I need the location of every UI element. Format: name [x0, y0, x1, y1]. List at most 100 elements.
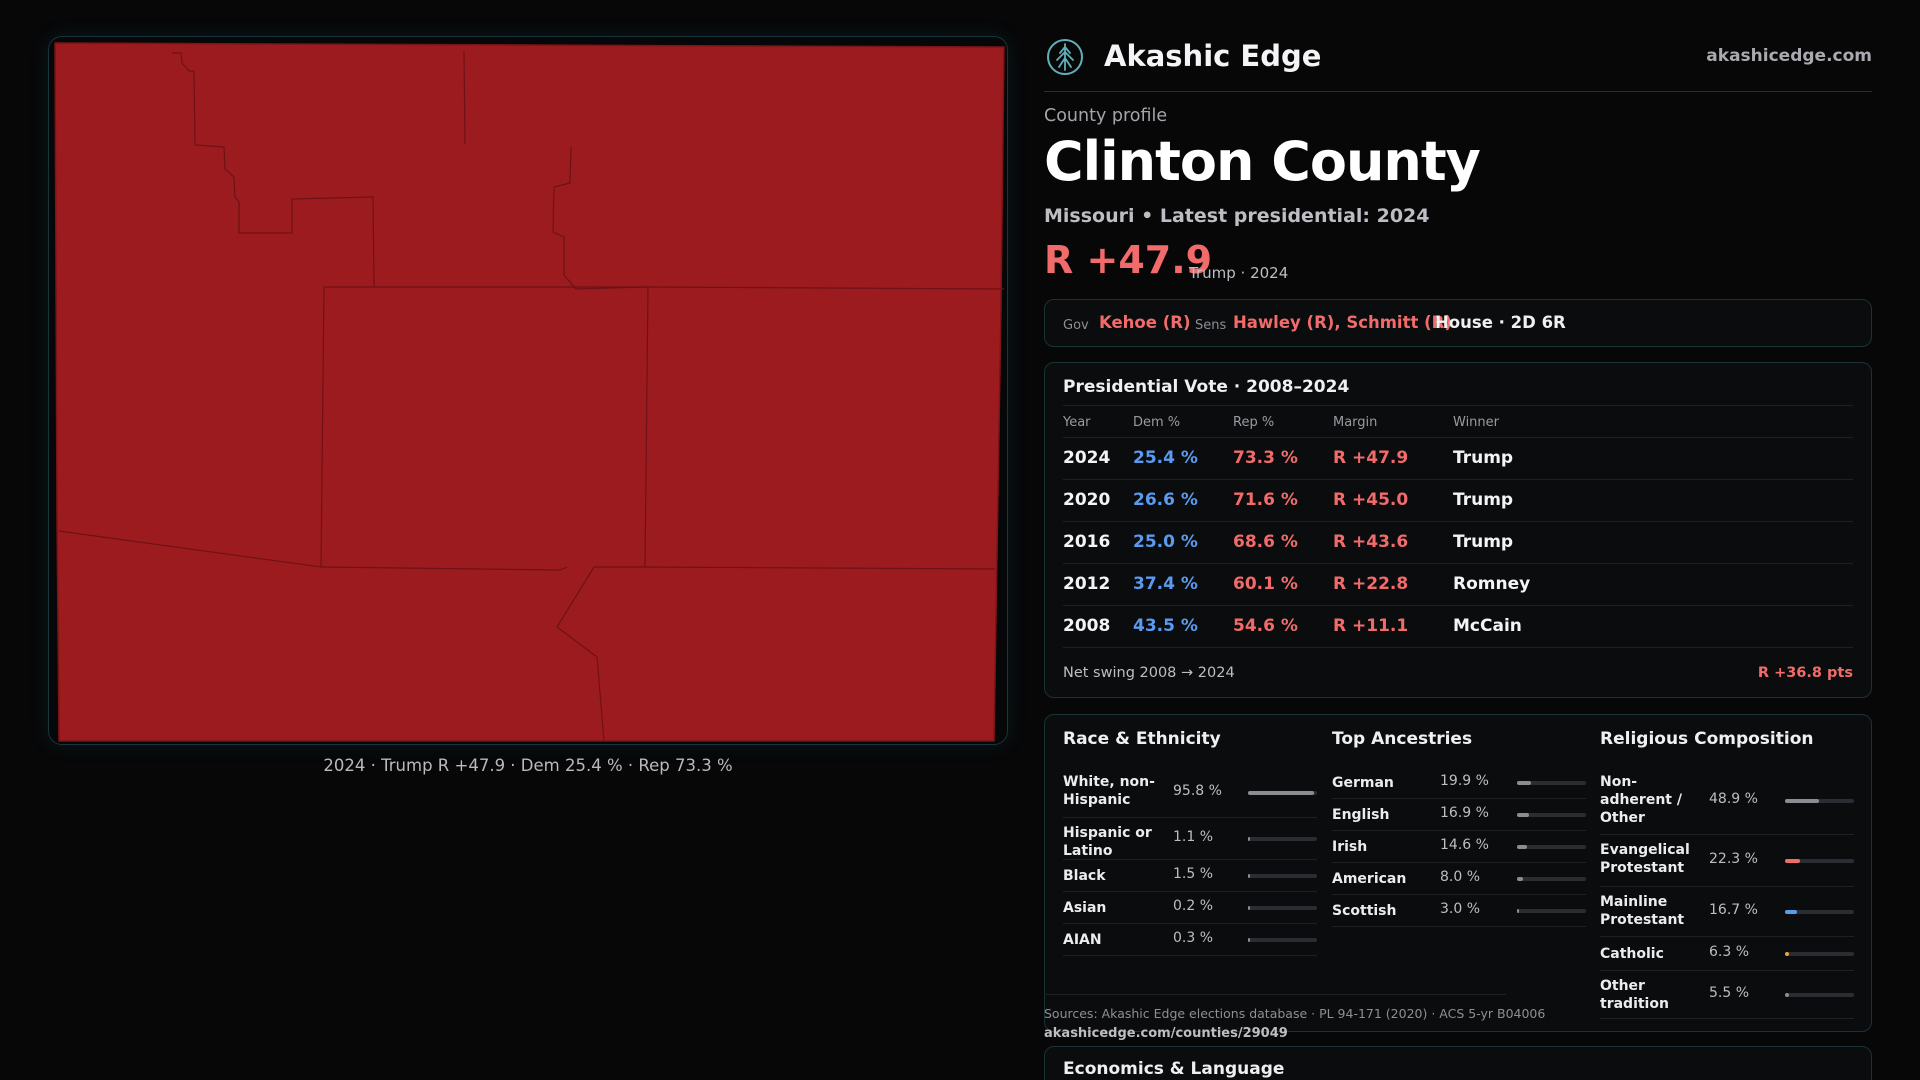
ancestry-bar-track	[1517, 909, 1586, 913]
ancestry-label: German	[1332, 775, 1394, 791]
race-bar-fill	[1248, 837, 1250, 841]
col-dem: Dem %	[1133, 415, 1181, 430]
religion-value: 48.9 %	[1709, 791, 1758, 807]
township-boundaries	[58, 50, 1005, 742]
ancestry-value: 3.0 %	[1440, 901, 1481, 917]
row-winner: McCain	[1453, 616, 1522, 636]
presidential-vote-table: Year Dem % Rep % Margin Winner 2024 25.4…	[1063, 405, 1853, 648]
governor-name: Kehoe (R)	[1099, 313, 1191, 332]
race-value: 95.8 %	[1173, 782, 1222, 799]
religion-row: Evangelical Protestant 22.3 %	[1600, 835, 1854, 887]
ancestry-row: German 19.9 %	[1332, 767, 1586, 799]
ancestry-row: English 16.9 %	[1332, 799, 1586, 831]
presidential-vote-card: Presidential Vote · 2008–2024 Year Dem %…	[1044, 362, 1872, 698]
demographics-card: Race & Ethnicity White, non-Hispanic 95.8…	[1044, 714, 1872, 1032]
table-row: 2016 25.0 % 68.6 % R +43.6 Trump	[1063, 522, 1853, 564]
ancestry-row: American 8.0 %	[1332, 863, 1586, 895]
race-row: Asian 0.2 %	[1063, 892, 1317, 924]
ancestry-column: Top Ancestries German 19.9 % English 16.9 %…	[1332, 729, 1586, 927]
religion-title: Religious Composition	[1600, 729, 1814, 749]
row-rep: 73.3 %	[1233, 448, 1298, 468]
race-bar-fill	[1248, 906, 1250, 910]
religion-bar-track	[1785, 799, 1854, 803]
officials-bar: Gov Kehoe (R) Sens Hawley (R), Schmitt (…	[1044, 299, 1872, 347]
sources-text: Sources: Akashic Edge elections database…	[1044, 1006, 1546, 1021]
ancestry-label: Irish	[1332, 839, 1368, 855]
religion-value: 22.3 %	[1709, 851, 1758, 867]
ancestry-bar-fill	[1517, 781, 1531, 785]
religion-column: Religious Composition Non-adherent / Oth…	[1600, 729, 1854, 1019]
ancestry-bar-track	[1517, 877, 1586, 881]
race-row: Hispanic or Latino 1.1 %	[1063, 818, 1317, 860]
race-row: White, non-Hispanic 95.8 %	[1063, 767, 1317, 818]
table-row: 2008 43.5 % 54.6 % R +11.1 McCain	[1063, 606, 1853, 648]
county-url-link[interactable]: akashicedge.com/counties/29049	[1044, 1026, 1288, 1041]
race-bar-track	[1248, 906, 1317, 910]
row-margin: R +47.9	[1333, 448, 1409, 468]
table-row: 2012 37.4 % 60.1 % R +22.8 Romney	[1063, 564, 1853, 606]
ancestry-value: 8.0 %	[1440, 869, 1481, 885]
row-year: 2012	[1063, 574, 1111, 594]
latest-winner-note: Trump · 2024	[1189, 264, 1289, 282]
religion-bar-track	[1785, 859, 1854, 863]
site-header: Akashic Edge akashicedge.com	[1044, 36, 1872, 92]
tree-logo-icon[interactable]	[1046, 38, 1084, 76]
race-bar-fill	[1248, 790, 1315, 795]
county-shape[interactable]	[54, 42, 1005, 742]
ancestry-title: Top Ancestries	[1332, 729, 1473, 749]
brand-name[interactable]: Akashic Edge	[1104, 39, 1322, 73]
religion-value: 5.5 %	[1709, 985, 1750, 1001]
row-year: 2016	[1063, 532, 1111, 552]
religion-label: Mainline Protestant	[1600, 894, 1685, 928]
row-dem: 37.4 %	[1133, 574, 1198, 594]
religion-row: Non-adherent / Other 48.9 %	[1600, 767, 1854, 835]
county-map[interactable]	[48, 36, 1008, 745]
ancestry-bar-fill	[1517, 877, 1523, 881]
page-title: Clinton County	[1044, 130, 1481, 193]
ancestry-bar-track	[1517, 781, 1586, 785]
religion-row: Other tradition 5.5 %	[1600, 971, 1854, 1019]
religion-row: Catholic 6.3 %	[1600, 937, 1854, 971]
row-dem: 43.5 %	[1133, 616, 1198, 636]
row-margin: R +22.8	[1333, 574, 1409, 594]
row-winner: Trump	[1453, 532, 1514, 552]
religion-value: 16.7 %	[1709, 902, 1758, 918]
religion-bar-fill	[1785, 910, 1797, 914]
ancestry-value: 14.6 %	[1440, 837, 1489, 853]
ancestry-row: Scottish 3.0 %	[1332, 895, 1586, 927]
ancestry-bar-fill	[1517, 845, 1528, 849]
race-bar-track	[1248, 790, 1317, 795]
row-year: 2020	[1063, 490, 1111, 510]
religion-bar-track	[1785, 910, 1854, 914]
race-label: Black	[1063, 868, 1106, 884]
ancestry-value: 19.9 %	[1440, 773, 1489, 789]
religion-bar-fill	[1785, 859, 1801, 863]
page-subtitle: Missouri • Latest presidential: 2024	[1044, 205, 1430, 227]
religion-bar-fill	[1785, 952, 1790, 956]
ancestry-bar-track	[1517, 813, 1586, 817]
religion-value: 6.3 %	[1709, 944, 1750, 960]
presidential-vote-title: Presidential Vote · 2008–2024	[1063, 377, 1350, 397]
site-domain-link[interactable]: akashicedge.com	[1706, 46, 1872, 66]
table-row: 2024 25.4 % 73.3 % R +47.9 Trump	[1063, 438, 1853, 480]
race-row: Black 1.5 %	[1063, 860, 1317, 892]
religion-label: Non-adherent / Other	[1600, 774, 1682, 826]
row-winner: Trump	[1453, 490, 1514, 510]
ancestry-row: Irish 14.6 %	[1332, 831, 1586, 863]
col-margin: Margin	[1333, 415, 1378, 430]
ancestry-bar-fill	[1517, 909, 1520, 913]
race-label: Hispanic or Latino	[1063, 825, 1152, 859]
race-bar-track	[1248, 837, 1317, 841]
race-value: 1.1 %	[1173, 829, 1214, 845]
house-delegation: House · 2D 6R	[1435, 313, 1566, 332]
race-label: AIAN	[1063, 932, 1102, 948]
row-dem: 26.6 %	[1133, 490, 1198, 510]
religion-bar-fill	[1785, 799, 1819, 803]
ancestry-label: Scottish	[1332, 903, 1397, 919]
county-map-svg	[54, 42, 1005, 742]
religion-row: Mainline Protestant 16.7 %	[1600, 887, 1854, 937]
race-ethnicity-title: Race & Ethnicity	[1063, 729, 1221, 749]
race-bar-fill	[1248, 874, 1250, 878]
net-swing-label: Net swing 2008 → 2024	[1063, 665, 1235, 681]
economics-card: Economics & Language	[1044, 1046, 1872, 1080]
